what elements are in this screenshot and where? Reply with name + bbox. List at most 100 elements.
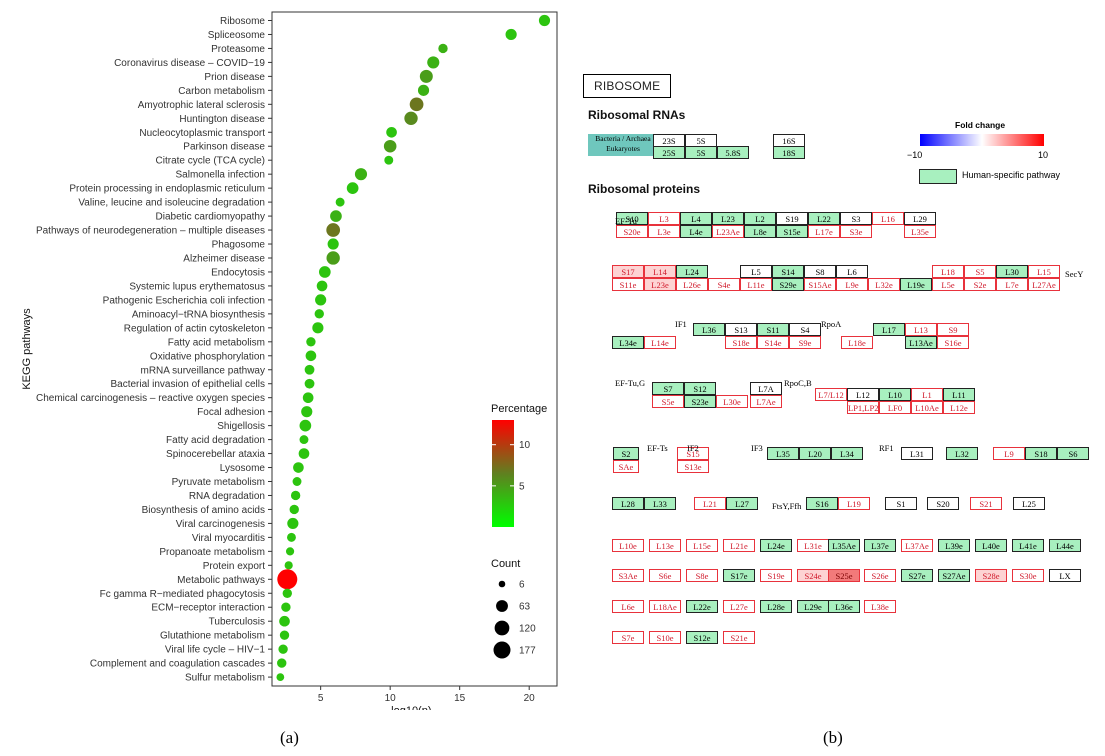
- protein-box: L29e: [797, 600, 829, 613]
- y-tick-label: Citrate cycle (TCA cycle): [156, 156, 265, 167]
- factor-label: EF-Tu,G: [615, 378, 646, 388]
- protein-box: L13: [905, 323, 937, 336]
- protein-box: L18: [932, 265, 964, 278]
- protein-box: L12: [847, 388, 879, 401]
- data-point: [292, 477, 302, 486]
- data-point: [326, 223, 341, 237]
- data-point: [384, 155, 394, 165]
- y-tick-label: mRNA surveillance pathway: [141, 365, 266, 376]
- y-tick-label: Chemical carcinogenesis – reactive oxyge…: [36, 393, 265, 404]
- organism-key: Bacteria / Archaea Eukaryotes: [588, 134, 658, 156]
- protein-box: L10Ae: [911, 401, 943, 414]
- protein-box: L27e: [723, 600, 755, 613]
- y-tick-label: Huntington disease: [179, 114, 265, 125]
- factor-label: FtsY,Ffh: [772, 501, 802, 511]
- x-tick-label: 10: [385, 693, 397, 704]
- y-tick-label: Sulfur metabolism: [185, 673, 265, 684]
- protein-box: L27Ae: [1028, 278, 1060, 291]
- protein-box: L15: [1028, 265, 1060, 278]
- protein-box: L22: [808, 212, 840, 225]
- protein-box: S6: [1057, 447, 1089, 460]
- factor-label: IF2: [687, 443, 699, 453]
- data-point: [316, 280, 328, 292]
- protein-box: L7A: [750, 382, 782, 395]
- protein-box: L6: [836, 265, 868, 278]
- y-tick-label: Amyotrophic lateral sclerosis: [138, 100, 265, 111]
- protein-box: L36: [693, 323, 725, 336]
- protein-box: S21e: [723, 631, 755, 644]
- y-tick-label: Viral carcinogenesis: [176, 519, 265, 530]
- protein-box: LF0: [879, 401, 911, 414]
- data-point: [298, 448, 310, 459]
- protein-box: L4e: [680, 225, 712, 238]
- protein-box: S6e: [649, 569, 681, 582]
- y-tick-label: Carbon metabolism: [178, 86, 265, 97]
- protein-box: L19: [838, 497, 870, 510]
- data-point: [505, 28, 517, 41]
- y-tick-label: Systemic lupus erythematosus: [129, 281, 265, 292]
- protein-box: L20: [799, 447, 831, 460]
- protein-box: S12e: [686, 631, 718, 644]
- protein-box: L5e: [932, 278, 964, 291]
- data-point: [301, 406, 313, 418]
- protein-box: L37Ae: [901, 539, 933, 552]
- protein-box: L11: [943, 388, 975, 401]
- protein-box: L24e: [760, 539, 792, 552]
- protein-box: L35: [767, 447, 799, 460]
- protein-box: L9e: [836, 278, 868, 291]
- y-tick-label: Pathways of neurodegeneration – multiple…: [36, 226, 265, 237]
- protein-box: S8: [804, 265, 836, 278]
- protein-box: 5S: [685, 146, 717, 159]
- protein-box: L11e: [740, 278, 772, 291]
- data-point: [277, 658, 287, 668]
- protein-box: S10e: [649, 631, 681, 644]
- protein-box: S29e: [772, 278, 804, 291]
- protein-box: S19e: [760, 569, 792, 582]
- data-point: [314, 309, 324, 319]
- protein-box: S18: [1025, 447, 1057, 460]
- map-title: RIBOSOME: [583, 74, 672, 98]
- y-tick-label: Pathogenic Escherichia coli infection: [103, 295, 265, 306]
- data-point: [312, 322, 324, 334]
- y-tick-label: Ribosome: [220, 16, 265, 27]
- protein-box: L35Ae: [828, 539, 860, 552]
- fold-change-title: Fold change: [955, 120, 1006, 130]
- protein-box: L10e: [612, 539, 644, 552]
- protein-box: 25S: [653, 146, 685, 159]
- data-point: [287, 532, 296, 542]
- y-tick-label: Phagosome: [212, 240, 266, 251]
- protein-box: S14: [772, 265, 804, 278]
- y-tick-label: Nucleocytoplasmic transport: [139, 128, 265, 139]
- protein-box: S30e: [1012, 569, 1044, 582]
- factor-label: RpoC,B: [784, 378, 812, 388]
- data-point: [354, 168, 368, 181]
- protein-box: S25e: [828, 569, 860, 582]
- protein-box: L6e: [612, 600, 644, 613]
- y-tick-label: ECM−receptor interaction: [151, 603, 265, 614]
- protein-box: L21: [694, 497, 726, 510]
- protein-box: LX: [1049, 569, 1081, 582]
- data-point: [305, 350, 317, 362]
- data-point: [315, 294, 327, 306]
- protein-box: L36e: [828, 600, 860, 613]
- protein-box: L19e: [900, 278, 932, 291]
- y-tick-label: Metabolic pathways: [177, 575, 265, 586]
- protein-box: S17: [612, 265, 644, 278]
- fold-change-max: 10: [1038, 150, 1049, 160]
- protein-box: S2e: [964, 278, 996, 291]
- protein-box: S8e: [686, 569, 718, 582]
- data-point: [326, 251, 340, 265]
- protein-box: S3: [840, 212, 872, 225]
- protein-box: S20: [927, 497, 959, 510]
- protein-box: L3: [648, 212, 680, 225]
- y-tick-label: Regulation of actin cytoskeleton: [124, 323, 265, 334]
- y-tick-label: Focal adhesion: [197, 407, 265, 418]
- protein-box: S15Ae: [804, 278, 836, 291]
- y-tick-label: Aminoacyl−tRNA biosynthesis: [132, 309, 265, 320]
- protein-box: 18S: [773, 146, 805, 159]
- y-tick-label: Fc gamma R−mediated phagocytosis: [100, 589, 265, 600]
- protein-box: L2: [744, 212, 776, 225]
- protein-box: S13e: [677, 460, 709, 473]
- protein-box: L3e: [648, 225, 680, 238]
- factor-label: EF-Ts: [647, 443, 668, 453]
